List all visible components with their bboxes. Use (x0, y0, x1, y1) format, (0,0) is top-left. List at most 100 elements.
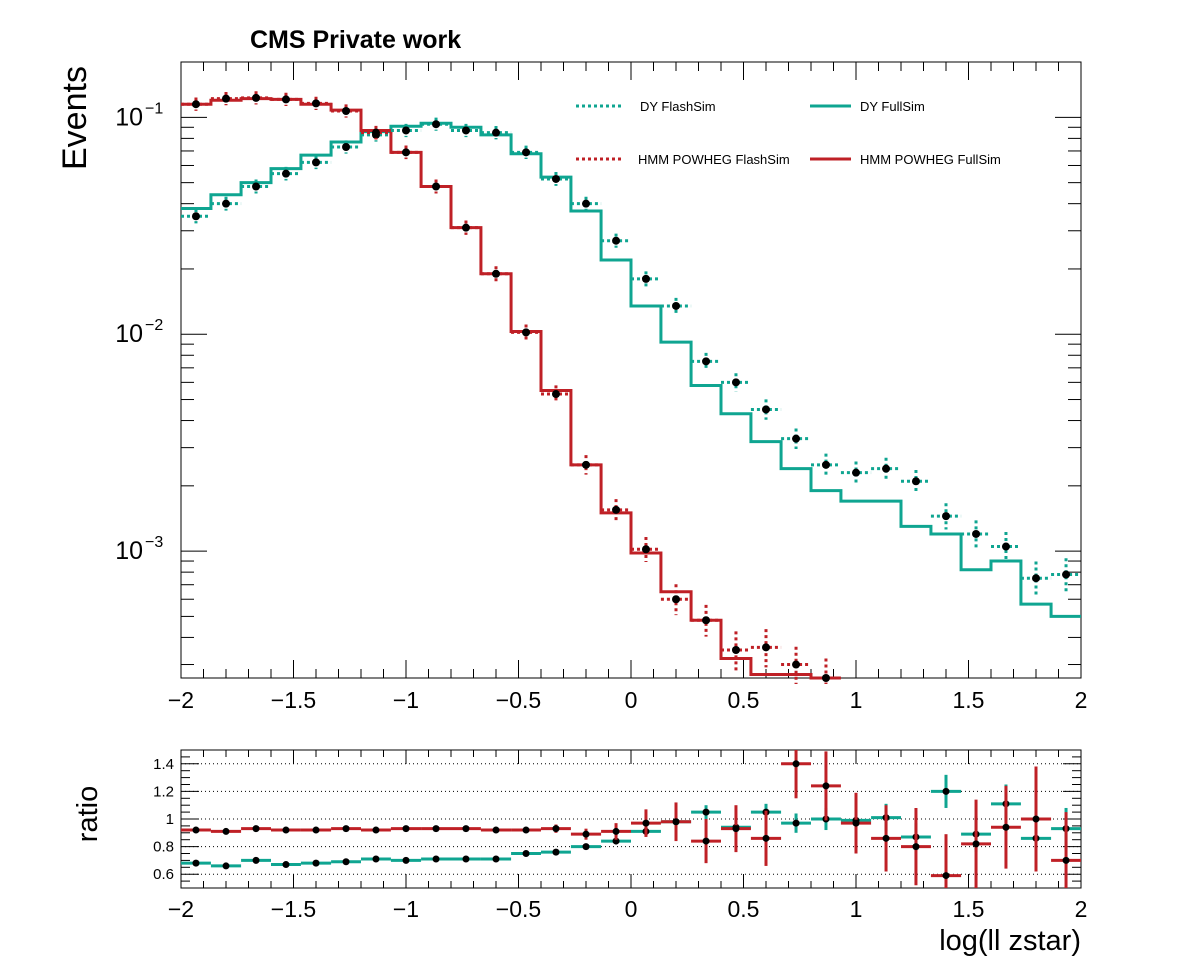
ratio-point-hmm_ratio (582, 830, 590, 838)
point-hmm_flash (312, 99, 320, 108)
point-dy_flash (522, 148, 531, 157)
main-y-tick-label: 10 (115, 320, 143, 348)
ratio-x-tick-label: 1 (850, 896, 863, 922)
point-dy_flash (402, 126, 410, 135)
point-hmm_flash (821, 674, 830, 682)
point-hmm_flash (612, 505, 621, 514)
point-dy_flash (792, 434, 801, 443)
main-x-tick-label: 2 (1075, 687, 1088, 713)
main-plot: −2 −1.5 −1 −0.5 0 0.5 1 1.5 2 10−110−210−3 Event… (56, 61, 1088, 713)
legend: DY FlashSim DY FullSim HMM POWHEG FlashS… (576, 99, 1001, 167)
main-histograms (181, 97, 1081, 680)
ratio-data-points (181, 750, 1081, 888)
point-dy_flash (342, 143, 351, 152)
ratio-point-hmm_ratio (1062, 856, 1070, 864)
main-y-tick-exponent: −2 (145, 317, 163, 334)
point-hmm_flash (582, 460, 590, 469)
ratio-y-tick-label: 0.8 (153, 839, 174, 856)
ratio-point-hmm_ratio (702, 837, 710, 845)
ratio-point-hmm_ratio (552, 825, 560, 833)
ratio-x-tick-label: 1.5 (953, 896, 985, 922)
main-x-tick-label: 1 (850, 687, 863, 713)
ratio-point-dy_ratio (312, 859, 320, 867)
point-dy_flash (702, 357, 711, 366)
ratio-point-hmm_ratio (642, 819, 650, 827)
ratio-x-tick-label: −1.5 (271, 896, 316, 922)
legend-label-hmm-flashsim: HMM POWHEG FlashSim (638, 152, 790, 167)
point-dy_flash (551, 174, 560, 183)
ratio-point-hmm_ratio (762, 834, 770, 842)
main-y-tick-label: 10 (115, 537, 143, 565)
ratio-point-dy_ratio (282, 861, 290, 869)
main-x-tick-label: −2 (168, 687, 194, 713)
legend-label-hmm-fullsim: HMM POWHEG FullSim (860, 152, 1001, 167)
ratio-point-hmm_ratio (882, 834, 890, 842)
ratio-point-hmm_ratio (222, 827, 230, 835)
legend-label-dy-fullsim: DY FullSim (860, 99, 925, 114)
ratio-point-hmm_ratio (192, 826, 200, 834)
main-y-tick-labels: 10−110−210−3 (115, 100, 163, 565)
point-dy_flash (882, 464, 891, 473)
ratio-point-dy_ratio (432, 855, 440, 863)
ratio-y-tick-label: 1 (166, 811, 174, 828)
main-x-tick-labels: −2 −1.5 −1 −0.5 0 0.5 1 1.5 2 (168, 687, 1088, 713)
ratio-point-dy_ratio (222, 862, 230, 870)
point-hmm_flash (432, 182, 441, 191)
ratio-point-dy_ratio (192, 859, 200, 867)
point-hmm_flash (492, 269, 500, 278)
ratio-point-hmm_ratio (732, 825, 740, 833)
ratio-point-dy_ratio (402, 856, 410, 864)
point-hmm_flash (702, 616, 711, 625)
main-data-points (181, 91, 1081, 684)
point-dy_flash (672, 301, 680, 310)
point-dy_flash (461, 126, 470, 135)
ratio-point-hmm_ratio (822, 782, 830, 790)
ratio-point-dy_ratio (372, 855, 380, 863)
ratio-x-tick-labels: −2 −1.5 −1 −0.5 0 0.5 1 1.5 2 (168, 896, 1088, 922)
point-hmm_flash (281, 95, 290, 104)
main-y-tick-label: 10 (115, 103, 143, 131)
point-hmm_flash (792, 660, 801, 669)
y-axis-label: Events (56, 66, 94, 170)
ratio-point-hmm_ratio (522, 826, 530, 834)
ratio-x-tick-label: 0.5 (728, 896, 760, 922)
ratio-y-axis-label: ratio (72, 786, 104, 842)
point-dy_flash (312, 158, 320, 167)
legend-label-dy-flashsim: DY FlashSim (640, 99, 716, 114)
point-dy_flash (1032, 574, 1040, 583)
ratio-y-tick-label: 1.4 (153, 756, 174, 773)
point-dy_flash (432, 120, 441, 129)
ratio-point-hmm_ratio (402, 825, 410, 833)
ratio-point-hmm_ratio (852, 819, 860, 827)
point-dy_flash (492, 128, 500, 137)
point-hmm_flash (371, 128, 380, 137)
point-dy_flash (222, 199, 230, 208)
point-dy_flash (731, 378, 740, 387)
point-hmm_flash (252, 93, 261, 102)
point-hmm_flash (522, 328, 531, 337)
ratio-y-tick-label: 0.6 (153, 866, 174, 883)
histogram-hmm_full (181, 97, 841, 680)
ratio-point-dy_ratio (942, 787, 950, 795)
ratio-point-dy_ratio (342, 858, 350, 866)
ratio-point-dy_ratio (462, 855, 470, 863)
ratio-point-hmm_ratio (972, 840, 980, 848)
ratio-axis-ticks (180, 749, 1082, 889)
main-x-tick-label: −1.5 (271, 687, 316, 713)
ratio-point-dy_ratio (702, 808, 710, 816)
ratio-point-hmm_ratio (342, 825, 350, 833)
ratio-y-tick-label: 1.2 (153, 783, 174, 800)
ratio-x-tick-label: 2 (1075, 896, 1088, 922)
main-axis-ticks (180, 62, 1082, 678)
ratio-x-tick-label: −0.5 (496, 896, 541, 922)
ratio-point-hmm_ratio (612, 827, 620, 835)
main-x-tick-label: −0.5 (496, 687, 541, 713)
ratio-point-dy_ratio (612, 837, 620, 845)
ratio-plot: −2 −1.5 −1 −0.5 0 0.5 1 1.5 2 0.6 0.8 1 1.2 1.4 rati… (72, 749, 1088, 957)
ratio-point-dy_ratio (252, 856, 260, 864)
ratio-point-hmm_ratio (252, 825, 260, 833)
point-hmm_flash (551, 390, 560, 399)
ratio-x-tick-label: −1 (393, 896, 419, 922)
point-dy_flash (582, 199, 590, 208)
